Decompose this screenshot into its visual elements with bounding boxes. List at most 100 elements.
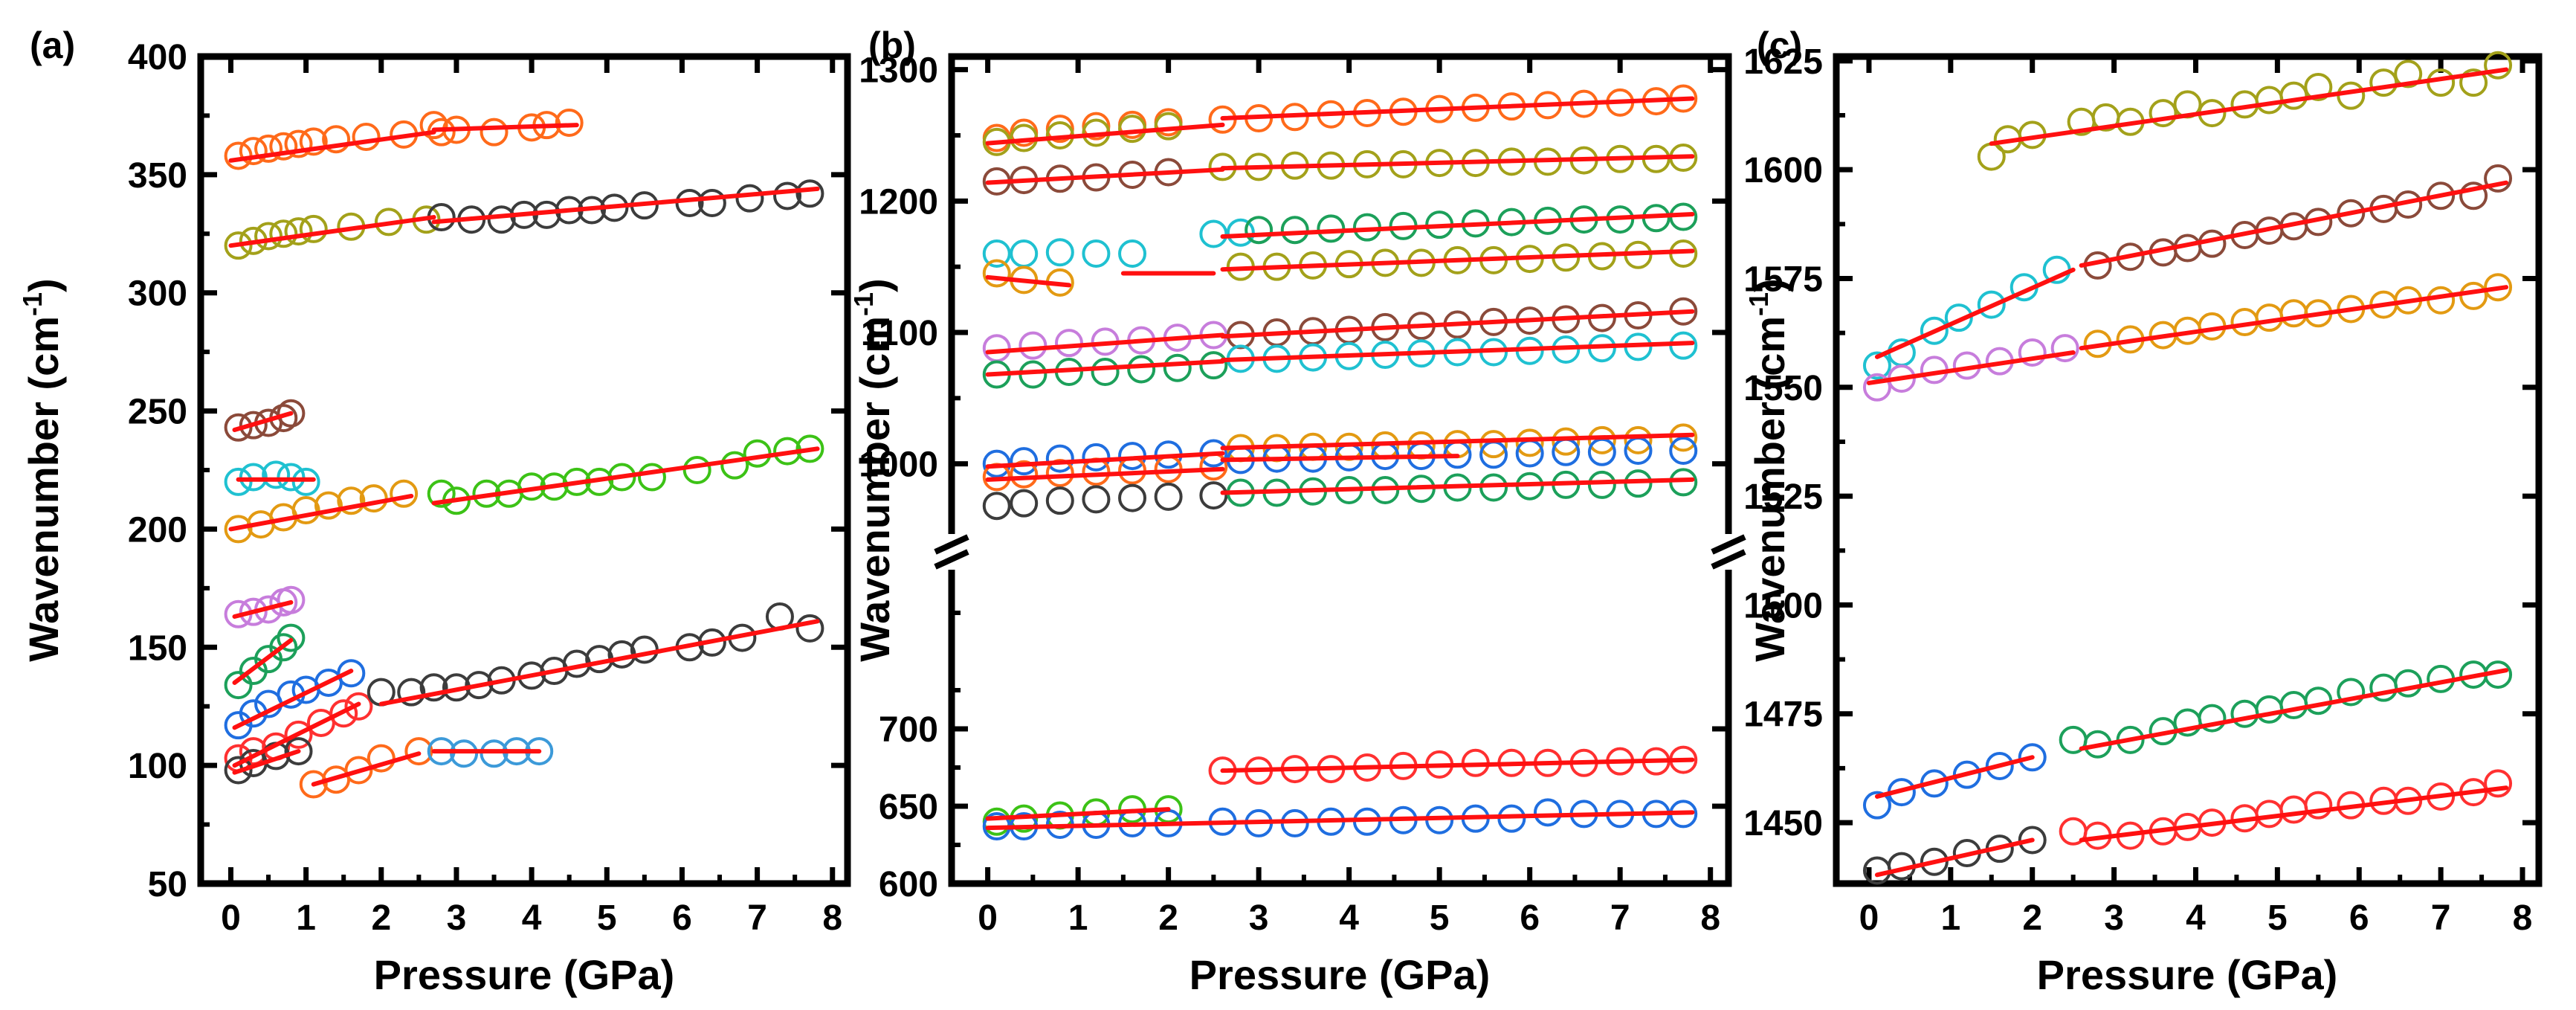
data-point [1010,239,1039,268]
x-tick-label: 3 [2104,898,2124,938]
data-point [291,467,320,496]
data-point [344,692,373,721]
data-point [1045,444,1074,473]
data-point [291,496,320,525]
fit-line [431,186,820,225]
data-point [2394,59,2423,89]
data-point [1045,238,1074,267]
data-point [982,334,1011,363]
data-point [1280,216,1309,245]
x-tick-label: 1 [296,898,316,938]
data-point [1163,353,1192,382]
plot-frame [948,53,1732,887]
data-point [1587,425,1616,454]
y-tick-label: 1500 [1743,586,1823,625]
x-tick-label: 6 [2349,898,2369,938]
data-point [299,214,328,243]
data-point [224,467,253,496]
data-point [1082,112,1111,141]
data-point [224,756,253,785]
data-point [299,770,328,799]
fit-line [431,446,820,506]
data-point [720,451,749,480]
fit-line [1866,350,2076,385]
data-point [2304,791,2333,820]
data-point [2484,164,2513,193]
data-point [1154,482,1183,511]
data-point [2459,281,2488,310]
data-point [1552,427,1581,456]
fit-line [232,411,294,432]
x-tick-label: 4 [1339,898,1359,938]
data-point [1118,456,1147,485]
y-tick-label: 1200 [859,182,938,222]
data-point [795,614,824,643]
fit-line [378,619,820,707]
data-point [284,129,313,158]
fit-line [1220,212,1695,239]
data-point [239,597,268,626]
fit-line [985,451,1225,469]
data-point [1118,239,1147,268]
axis-break-mark [934,534,969,555]
fit-line [985,332,1225,355]
data-point [1985,751,2014,780]
data-point [277,463,306,492]
axis-break-mark [1711,549,1746,570]
axis-break-mark [934,549,969,570]
y-axis-label: Wavenumber (cm-1) [1743,278,1793,661]
fit-line [985,274,1071,288]
fit-line [232,637,294,685]
data-point [982,239,1011,268]
y-tick-label: 1000 [859,446,938,485]
x-tick-label: 6 [672,898,692,938]
data-point [390,479,419,508]
data-point [2279,81,2308,110]
data-point [2279,299,2308,328]
data-point [224,413,253,442]
data-point [284,720,313,749]
data-point [277,585,306,614]
data-point [630,635,659,664]
data-point [1920,316,1949,345]
data-point [2427,68,2456,97]
fit-line [985,167,1225,185]
data-point [1199,481,1228,510]
data-point [1533,798,1562,827]
data-point [254,222,283,251]
data-point [1082,239,1111,268]
x-tick-label: 0 [978,898,998,938]
x-tick-label: 4 [2186,898,2206,938]
x-tick-label: 2 [1158,898,1178,938]
fit-line [232,749,301,775]
data-point [773,181,802,210]
x-axis-label: Pressure (GPa) [1189,951,1491,998]
data-point [735,184,764,213]
data-point [1010,460,1039,489]
data-point [2304,72,2333,101]
x-tick-label: 8 [1700,898,1720,938]
data-point [743,439,772,468]
data-point [224,231,253,260]
data-point [397,678,426,707]
data-point [1118,483,1147,512]
x-tick-label: 1 [1940,898,1960,938]
fit-line [985,466,1225,482]
data-point [1669,437,1698,465]
y-tick-label: 1300 [859,51,938,91]
plot-frame [1833,53,2543,887]
data-point [2427,286,2456,315]
x-axis-label: Pressure (GPa) [2037,951,2338,998]
fit-line [1220,757,1695,773]
fit-line [1220,432,1695,451]
data-point [1019,331,1047,360]
data-point [480,118,509,147]
fit-line [232,599,294,619]
data-point [1226,218,1255,247]
y-tick-label: 300 [128,274,187,314]
x-axis-label: Pressure (GPa) [374,951,675,998]
data-point [480,739,509,768]
fit-line [311,751,422,787]
fit-line [1874,837,2035,878]
y-tick-label: 1625 [1743,42,1823,82]
